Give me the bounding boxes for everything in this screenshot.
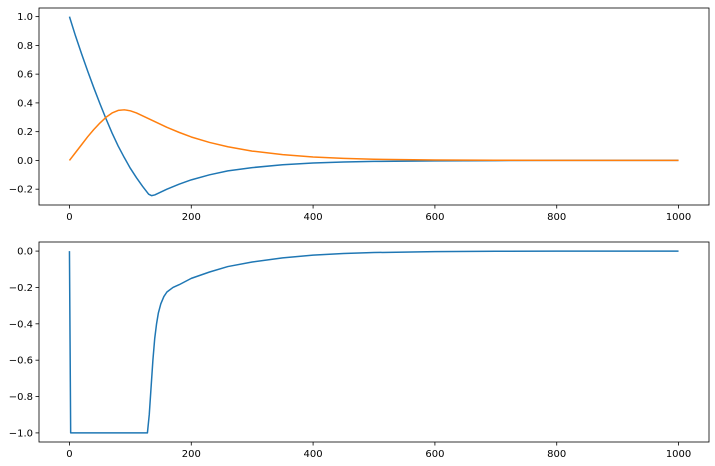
y-tick-label: 1.0	[17, 12, 33, 23]
y-tick-label: 0.2	[17, 127, 33, 138]
x-tick-label: 1000	[666, 449, 691, 460]
y-tick-label: 0.0	[17, 156, 33, 167]
y-tick-label: 0.8	[17, 41, 33, 52]
axes-frame	[38, 241, 710, 443]
y-tick-label: −0.8	[9, 392, 33, 403]
x-tick-label: 200	[182, 449, 201, 460]
axes-frame	[38, 7, 710, 206]
x-tick-label: 400	[304, 449, 323, 460]
y-tick-label: −0.2	[9, 185, 33, 196]
x-tick-label: 800	[547, 212, 566, 223]
x-tick-label: 800	[547, 449, 566, 460]
y-tick-label: −0.6	[9, 356, 33, 367]
bottom-line-chart: 0 200 400 600 800 1000 −1.0 −0.8 −0.6 −0.4 −0.2 0.0	[9, 241, 710, 460]
y-tick-label: −0.2	[9, 283, 33, 294]
x-tick-label: 0	[66, 212, 72, 223]
top-line-chart: 0 200 400 600 800 1000 −0.2 0.0 0.2 0.4 0.6 0.8 1.0	[9, 7, 710, 223]
x-tick-label: 600	[425, 212, 444, 223]
x-tick-label: 200	[182, 212, 201, 223]
x-tick-label: 0	[66, 449, 72, 460]
y-tick-label: −1.0	[9, 428, 33, 439]
x-tick-label: 600	[425, 449, 444, 460]
y-tick-label: 0.4	[17, 98, 33, 109]
y-tick-label: 0.6	[17, 70, 33, 81]
y-tick-label: 0.0	[17, 247, 33, 258]
x-tick-label: 400	[304, 212, 323, 223]
series-line-1	[68, 250, 679, 434]
x-tick-label: 1000	[666, 212, 691, 223]
series-line-1	[68, 16, 679, 197]
series-line-2	[68, 109, 679, 162]
y-tick-label: −0.4	[9, 319, 33, 330]
